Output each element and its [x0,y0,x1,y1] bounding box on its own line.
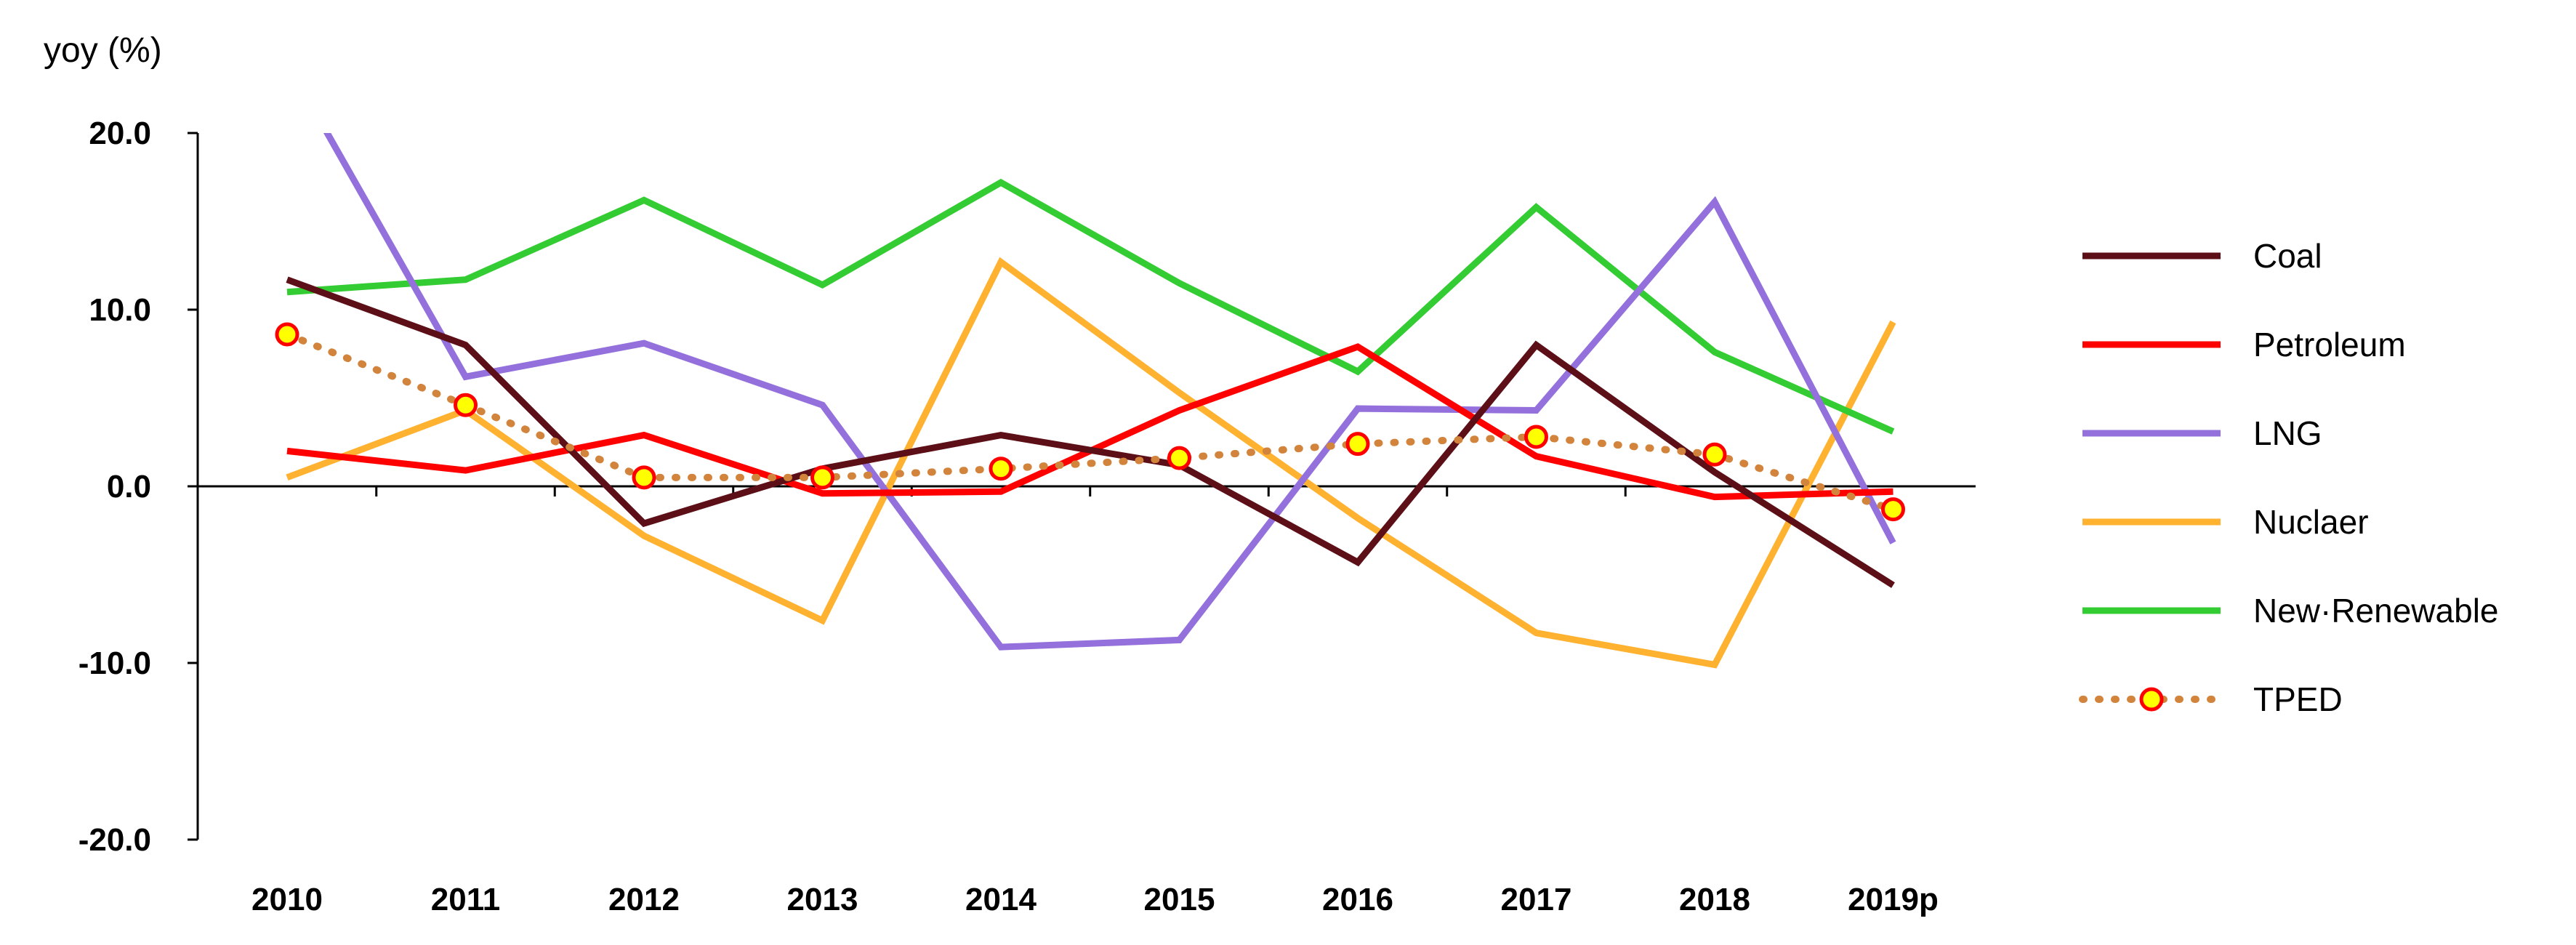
x-tick-label: 2016 [1322,882,1393,917]
y-tick-label: 0.0 [107,469,151,504]
data-point-marker [275,322,299,347]
y-tick-label: -10.0 [79,646,151,681]
data-point-marker [454,393,478,417]
series-nuclaer [286,257,1896,669]
x-tick-label: 2012 [608,882,680,917]
series-tped [283,331,1897,513]
y-axis-label: yoy (%) [44,31,162,70]
x-tick-label: 2013 [787,882,858,917]
x-tick-label: 2019p [1848,882,1939,917]
data-point-marker [1702,442,1727,467]
series-line [286,257,1896,669]
series-lng [323,133,1896,651]
legend-label: TPED [2253,680,2343,718]
series-line [286,343,1893,501]
x-tick-label: 2014 [965,882,1037,917]
series-petroleum [286,343,1893,501]
legend-label: Petroleum [2253,326,2406,363]
legend-marker [2139,687,2164,712]
x-tick-label: 2011 [431,882,500,917]
data-point-marker [1345,432,1370,457]
x-tick-label: 2010 [251,882,323,917]
x-tick-label: 2015 [1144,882,1215,917]
legend-label: New·Renewable [2253,592,2499,630]
series-line [286,178,1895,435]
series-coal [286,276,1895,588]
y-tick-label: 20.0 [89,116,151,151]
data-point-marker [1167,446,1191,470]
y-tick-label: -20.0 [79,822,151,858]
legend: Coal Petroleum LNG Nuclaer New·Renewable TPED [2079,237,2499,718]
y-tick-label: 10.0 [89,292,151,328]
x-tick-label: 2017 [1501,882,1572,917]
data-point-marker [1881,497,1905,522]
data-point-marker [810,465,834,490]
legend-label: Coal [2253,237,2322,275]
data-point-marker [632,465,656,490]
x-tick-label: 2018 [1679,882,1750,917]
series-line [323,133,1896,651]
legend-label: LNG [2253,414,2322,452]
series-line [286,276,1895,588]
data-point-marker [989,457,1013,481]
data-point-marker [1524,425,1548,449]
series-new-renewable [286,178,1895,435]
series-line [283,331,1897,513]
legend-label: Nuclaer [2253,503,2369,541]
